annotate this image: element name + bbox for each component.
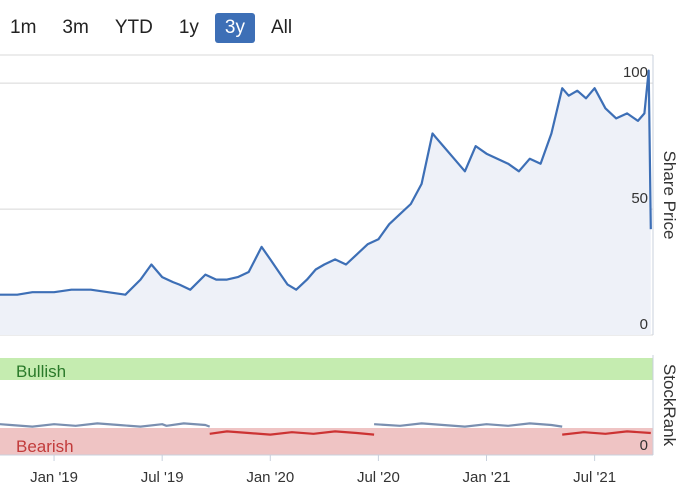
bullish-label: Bullish [16, 362, 66, 381]
stockrank-segment-bullish [0, 422, 211, 428]
x-axis-ticks: Jan '19 Jul '19 Jan '20 Jul '20 Jan '21 Jul '… [0, 454, 653, 486]
price-panel: 0 50 100 Share Price [0, 54, 679, 336]
range-button-3m[interactable]: 3m [62, 17, 89, 38]
price-axis-ticks: 0 50 100 [623, 64, 648, 333]
bearish-label: Bearish [16, 437, 74, 456]
price-line [0, 69, 652, 296]
range-button-3y[interactable]: 3y [214, 13, 255, 43]
range-button-all[interactable]: All [270, 17, 293, 38]
stockrank-segment-bullish [374, 422, 563, 428]
price-tick-label: 50 [631, 190, 648, 207]
price-area-fill [0, 70, 651, 335]
stockrank-segment-bearish [562, 430, 651, 436]
range-button-1y[interactable]: 1y [178, 17, 199, 38]
stockrank-panel: Bullish Bearish 0 StockRank [0, 355, 679, 456]
stockrank-axis-title: StockRank [660, 364, 679, 447]
x-tick-label: Jul '20 [357, 469, 400, 486]
x-tick-label: Jan '21 [463, 469, 511, 486]
range-button-ytd[interactable]: YTD [114, 17, 153, 38]
stockrank-lines [0, 422, 651, 436]
price-tick-label: 0 [640, 316, 648, 333]
range-button-1m[interactable]: 1m [10, 17, 37, 38]
x-tick-label: Jan '20 [246, 469, 294, 486]
range-selector: 1m 3m YTD 1y 3y All [0, 10, 308, 46]
x-tick-label: Jul '21 [573, 469, 616, 486]
price-tick-label: 100 [623, 64, 648, 81]
x-tick-label: Jul '19 [141, 469, 184, 486]
stockrank-zero-tick: 0 [640, 437, 648, 454]
x-tick-label: Jan '19 [30, 469, 78, 486]
stockrank-segment-bearish [209, 430, 375, 436]
price-axis-title: Share Price [660, 151, 679, 240]
bullish-zone [0, 358, 653, 380]
